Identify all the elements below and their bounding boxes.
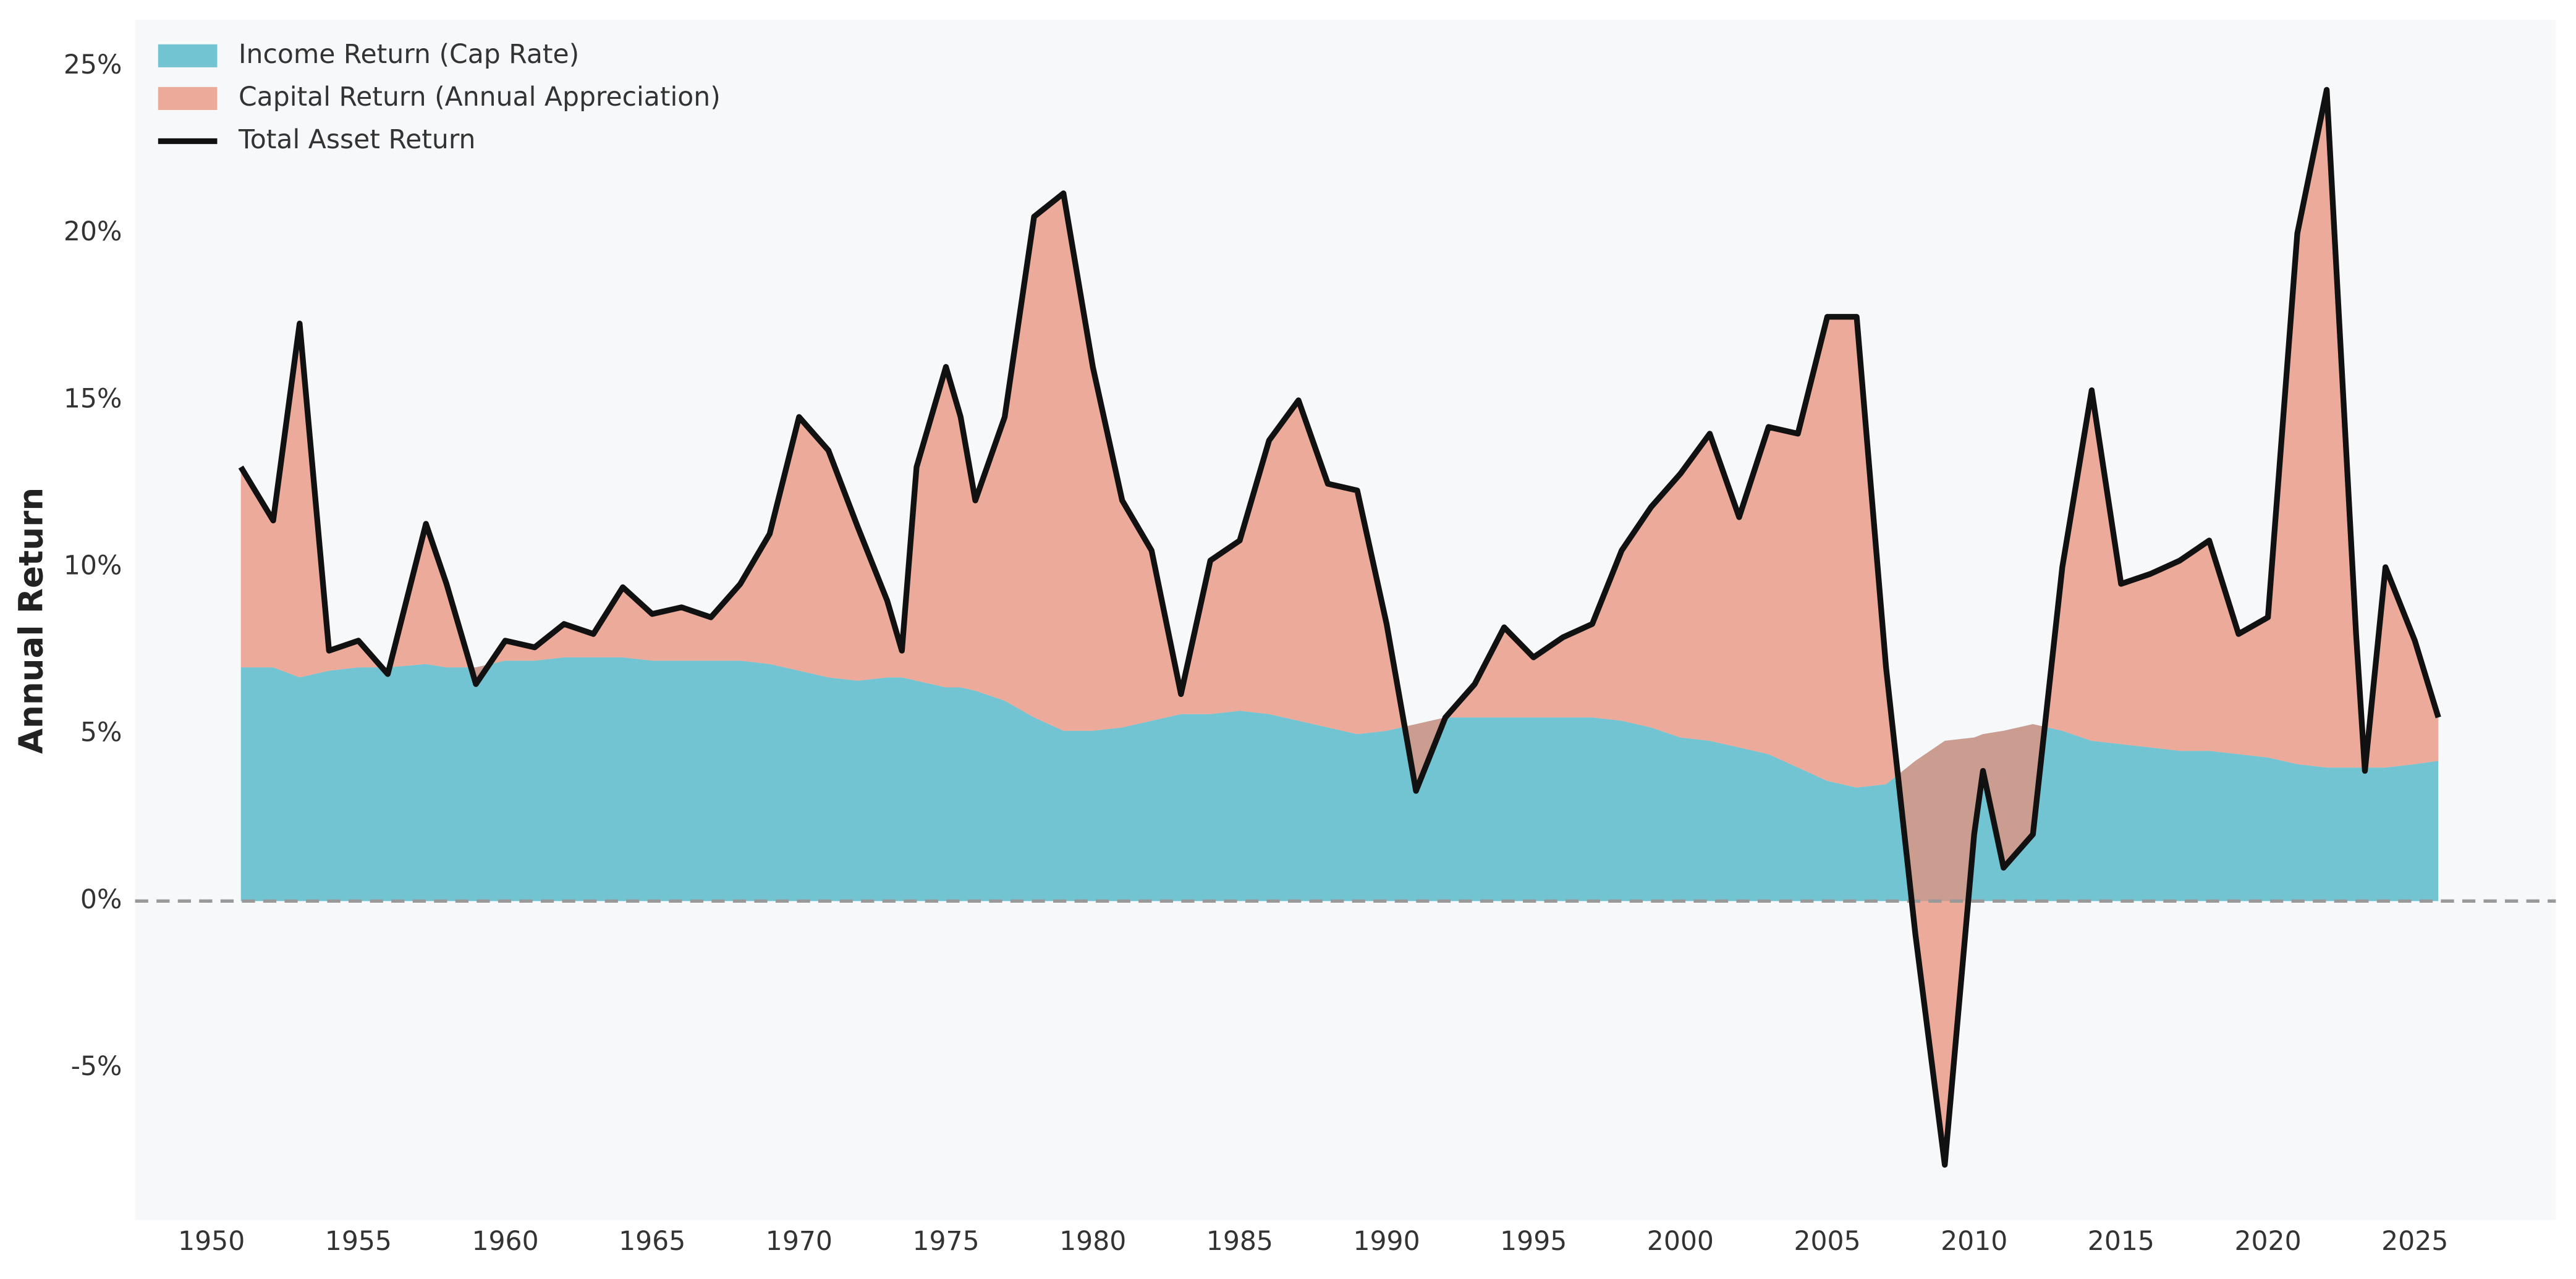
y-tick-label: 5% <box>80 718 122 748</box>
y-tick-label: 25% <box>64 50 122 80</box>
x-tick-label: 1950 <box>178 1226 245 1257</box>
legend-label: Total Asset Return <box>238 125 475 155</box>
legend-label: Capital Return (Annual Appreciation) <box>239 82 721 112</box>
y-tick-label: 15% <box>64 384 122 414</box>
y-tick-label: -5% <box>71 1052 122 1082</box>
capital-area <box>240 90 2439 1165</box>
x-tick-label: 2005 <box>1794 1226 1860 1257</box>
x-tick-label: 2015 <box>2088 1226 2154 1257</box>
x-tick-label: 2010 <box>1941 1226 2007 1257</box>
x-tick-label: 1980 <box>1059 1226 1126 1257</box>
legend-swatch <box>158 87 218 111</box>
legend-swatch <box>158 44 218 67</box>
x-tick-label: 1955 <box>325 1226 392 1257</box>
x-tick-label: 1975 <box>912 1226 979 1257</box>
x-tick-label: 1965 <box>619 1226 685 1257</box>
y-axis-label: Annual Return <box>12 488 50 754</box>
y-tick-label: 0% <box>80 885 122 915</box>
x-tick-label: 2025 <box>2381 1226 2448 1257</box>
total-line <box>238 87 2441 1168</box>
y-tick-label: 20% <box>64 217 122 247</box>
x-tick-label: 2000 <box>1647 1226 1714 1257</box>
legend-label: Income Return (Cap Rate) <box>239 40 579 70</box>
x-tick-label: 1995 <box>1500 1226 1567 1257</box>
x-tick-label: 1960 <box>472 1226 538 1257</box>
x-tick-label: 1970 <box>766 1226 833 1257</box>
x-tick-label: 2020 <box>2234 1226 2301 1257</box>
x-tick-label: 1990 <box>1353 1226 1420 1257</box>
income-area <box>240 657 2439 901</box>
x-tick-label: 1985 <box>1206 1226 1273 1257</box>
y-tick-label: 10% <box>64 551 122 581</box>
